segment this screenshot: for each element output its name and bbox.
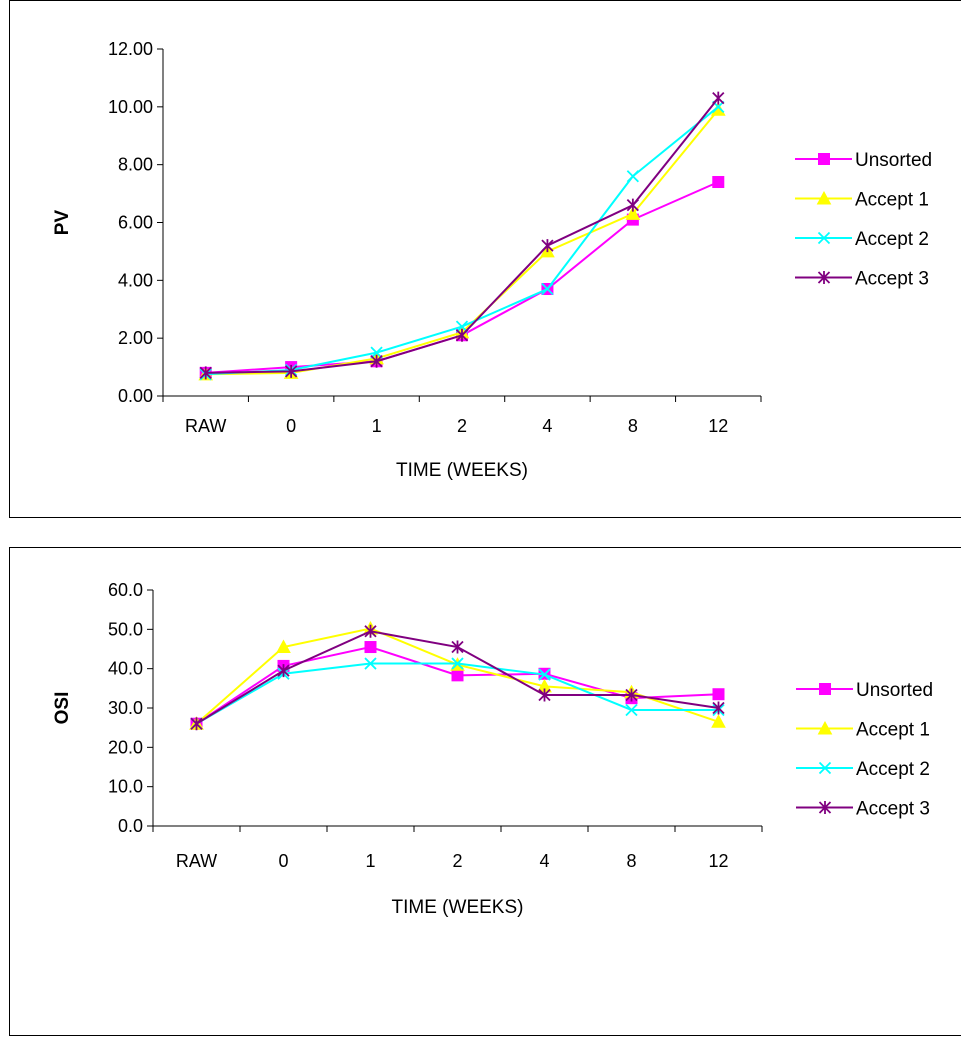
data-point bbox=[712, 688, 725, 701]
legend-item: Accept 2 bbox=[796, 759, 930, 780]
data-point bbox=[277, 664, 290, 678]
x-tick-label: 4 bbox=[542, 416, 552, 436]
data-point bbox=[455, 328, 469, 342]
x-tick-label: 2 bbox=[457, 416, 467, 436]
y-tick-label: 10.0 bbox=[108, 777, 143, 797]
data-point bbox=[370, 354, 383, 368]
data-point bbox=[285, 364, 298, 378]
data-point bbox=[364, 641, 377, 654]
legend-label: Accept 3 bbox=[856, 799, 930, 820]
data-point bbox=[712, 701, 725, 715]
data-point bbox=[711, 714, 726, 728]
y-tick-label: 10.00 bbox=[108, 97, 153, 117]
x-tick-label: 8 bbox=[628, 416, 638, 436]
legend-item: Accept 1 bbox=[796, 720, 930, 741]
y-tick-label: 2.00 bbox=[118, 328, 153, 348]
data-point bbox=[451, 657, 464, 670]
legend-marker bbox=[818, 153, 830, 165]
y-tick-label: 0.0 bbox=[118, 816, 143, 836]
x-tick-label: RAW bbox=[185, 416, 226, 436]
data-point bbox=[625, 703, 638, 717]
x-tick-label: 2 bbox=[452, 851, 462, 871]
legend-marker bbox=[818, 761, 832, 775]
legend-marker bbox=[818, 801, 832, 814]
y-tick-label: 50.0 bbox=[108, 619, 143, 639]
data-point bbox=[625, 206, 641, 220]
data-point bbox=[276, 639, 291, 654]
legend-label: Accept 1 bbox=[856, 720, 930, 741]
series-line bbox=[205, 181, 719, 374]
legend-marker bbox=[817, 720, 833, 735]
y-tick-label: 6.00 bbox=[118, 213, 153, 233]
data-point bbox=[364, 624, 377, 638]
legend-label: Unsorted bbox=[856, 680, 933, 701]
legend-label: Accept 1 bbox=[855, 190, 929, 211]
legend-item: Accept 3 bbox=[796, 799, 930, 820]
y-tick-label: 4.00 bbox=[118, 270, 153, 290]
data-point bbox=[626, 170, 639, 183]
legend-label: Unsorted bbox=[855, 150, 932, 171]
data-point bbox=[626, 198, 639, 212]
y-axis-title: OSI bbox=[52, 692, 73, 725]
x-tick-label: 12 bbox=[708, 851, 728, 871]
x-tick-label: 0 bbox=[286, 416, 296, 436]
data-point bbox=[712, 91, 725, 105]
legend-item: Accept 2 bbox=[795, 229, 929, 250]
legend-item: Accept 3 bbox=[795, 269, 929, 290]
data-point bbox=[364, 657, 377, 670]
legend-item: Unsorted bbox=[796, 680, 933, 701]
x-axis-title: TIME (WEEKS) bbox=[392, 897, 524, 918]
series-unsorted bbox=[199, 176, 725, 379]
y-tick-label: 20.0 bbox=[108, 737, 143, 757]
x-tick-label: 12 bbox=[708, 416, 728, 436]
x-axis-title: TIME (WEEKS) bbox=[396, 460, 528, 481]
series-unsorted bbox=[190, 641, 725, 730]
legend-item: Unsorted bbox=[795, 150, 932, 171]
x-tick-label: 0 bbox=[278, 851, 288, 871]
series-accept-3 bbox=[199, 91, 725, 380]
data-point bbox=[625, 688, 638, 702]
legend-label: Accept 3 bbox=[855, 269, 929, 290]
x-tick-label: 4 bbox=[539, 851, 549, 871]
legend-label: Accept 2 bbox=[855, 229, 929, 250]
legend-marker bbox=[819, 683, 831, 695]
legend-item: Accept 1 bbox=[795, 190, 929, 211]
x-tick-label: 8 bbox=[626, 851, 636, 871]
y-tick-label: 12.00 bbox=[108, 39, 153, 59]
legend-marker bbox=[817, 231, 831, 245]
data-point bbox=[541, 239, 554, 253]
series-accept-3 bbox=[190, 624, 725, 731]
data-point bbox=[538, 668, 551, 681]
y-tick-label: 0.00 bbox=[118, 386, 153, 406]
legend-marker bbox=[817, 271, 831, 284]
osi-chart-panel: 0.0 10.0 20.0 30.0 40.0 50.0 60.0 RAW 0 1 2 4 8 12 TIM… bbox=[9, 547, 961, 1036]
y-tick-label: 40.0 bbox=[108, 659, 143, 679]
x-tick-label: 1 bbox=[365, 851, 375, 871]
x-tick-label: RAW bbox=[176, 851, 217, 871]
y-tick-label: 30.0 bbox=[108, 698, 143, 718]
pv-chart-panel: 0.00 2.00 4.00 6.00 8.00 10.00 12.00 RAW 0 1 2 4 8 12… bbox=[9, 0, 961, 518]
y-axis-title: PV bbox=[52, 210, 73, 236]
legend-marker bbox=[816, 190, 832, 205]
data-point bbox=[712, 176, 725, 189]
y-tick-label: 8.00 bbox=[118, 155, 153, 175]
y-tick-label: 60.0 bbox=[108, 580, 143, 600]
data-point bbox=[370, 346, 383, 359]
data-point bbox=[190, 717, 203, 731]
data-point bbox=[541, 282, 554, 296]
data-point bbox=[451, 640, 464, 654]
x-tick-label: 1 bbox=[372, 416, 382, 436]
data-point bbox=[199, 366, 212, 380]
data-point bbox=[451, 669, 464, 682]
legend-label: Accept 2 bbox=[856, 759, 930, 780]
data-point bbox=[538, 688, 551, 702]
